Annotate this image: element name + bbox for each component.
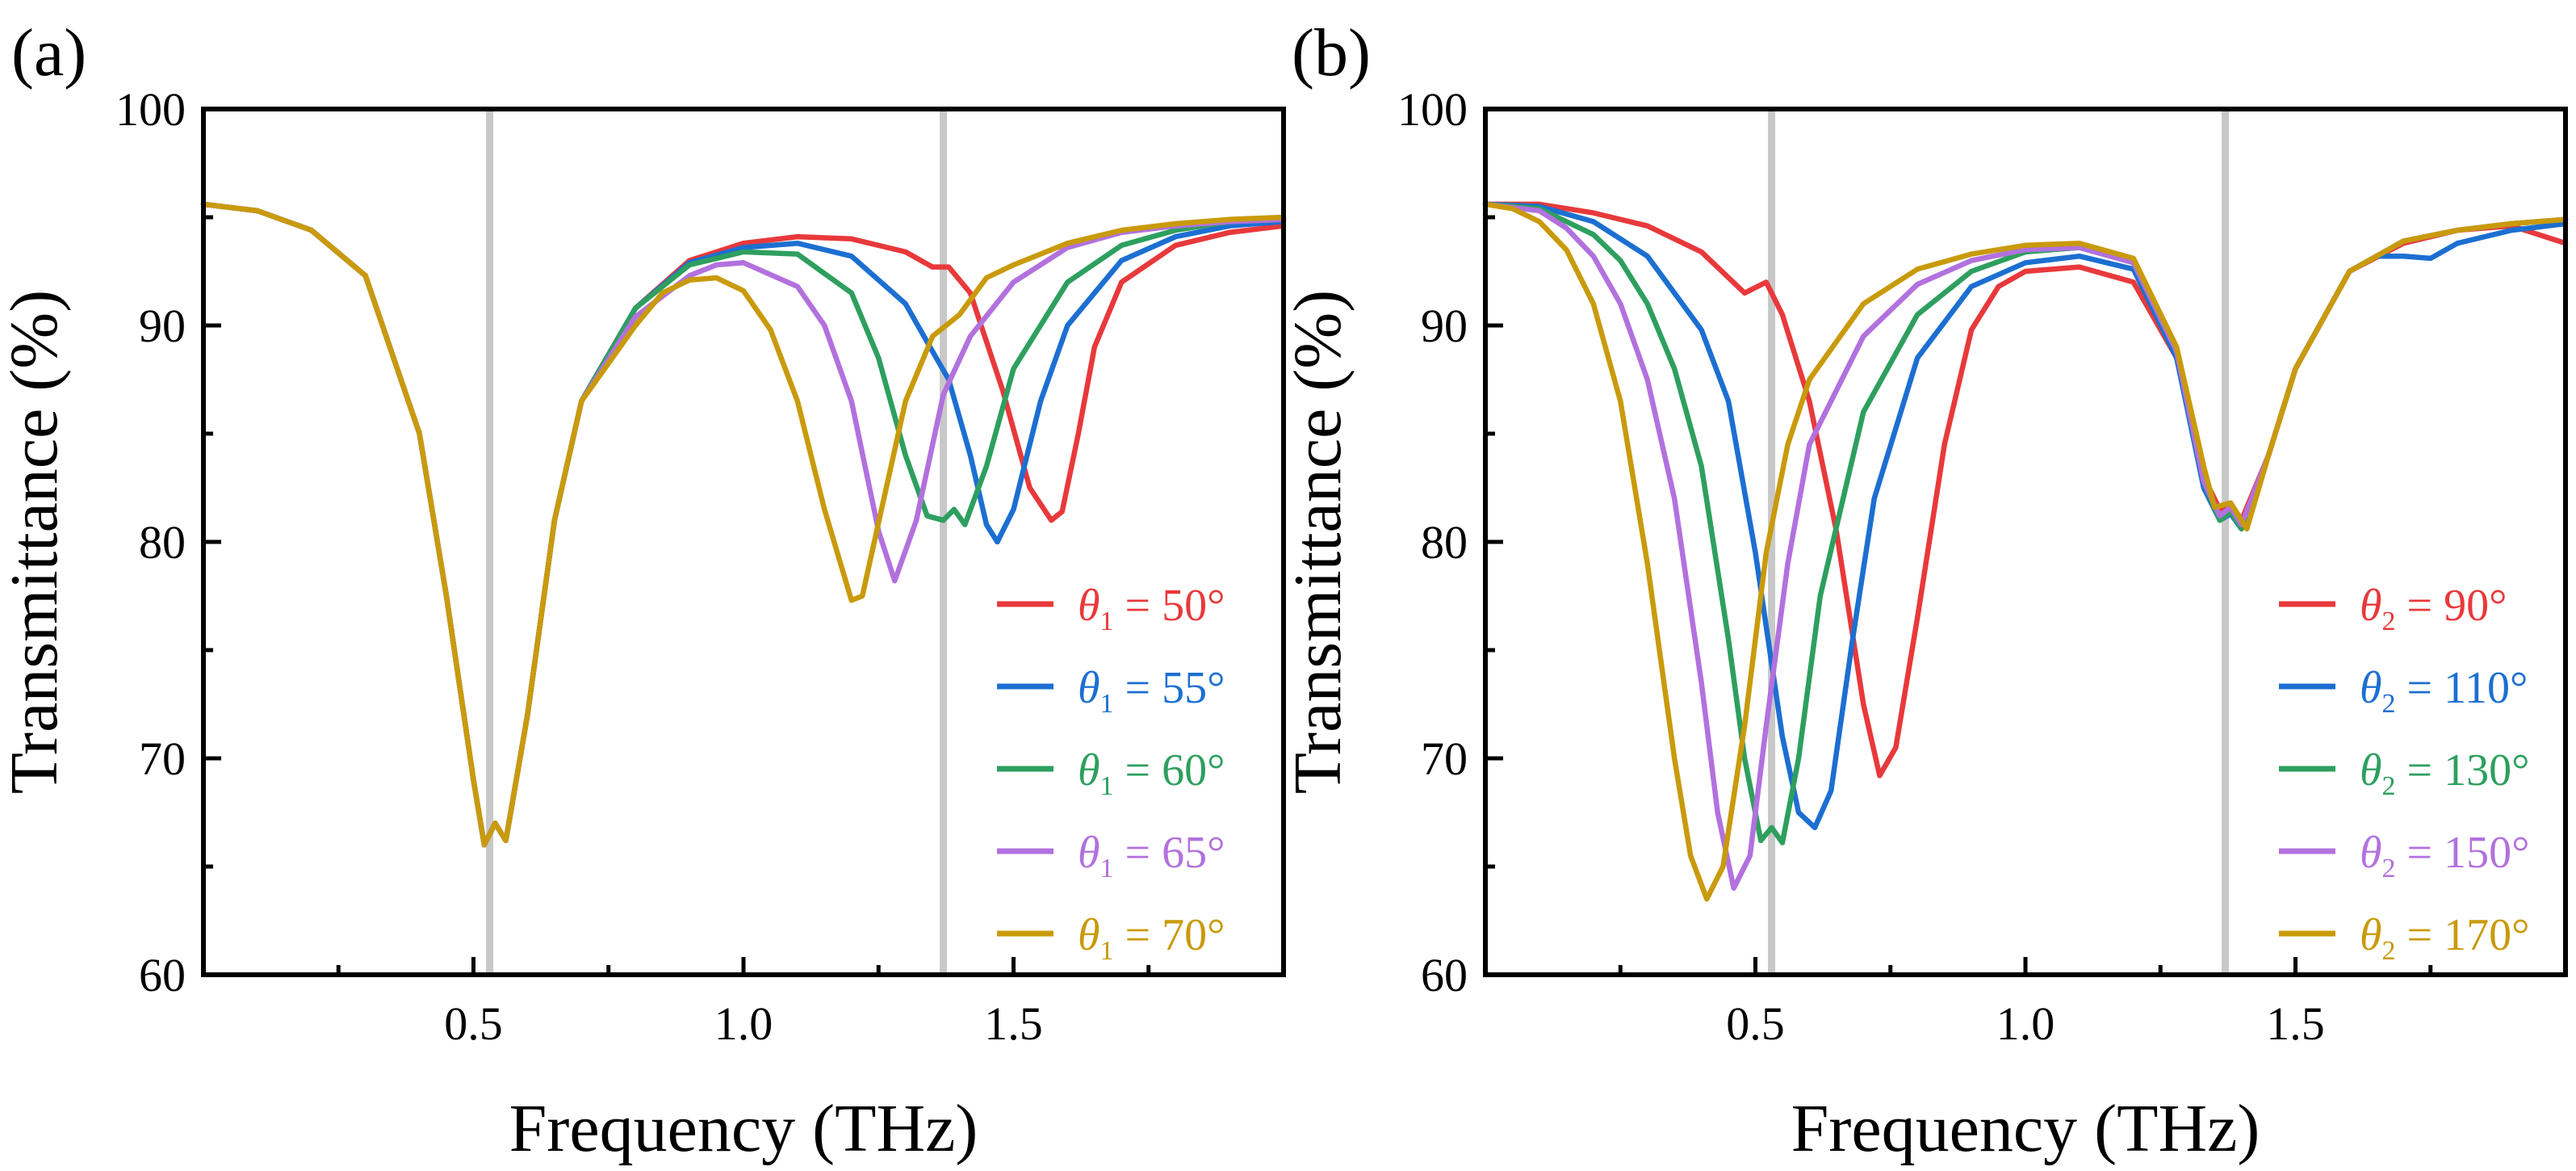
- x-tick-label: 0.5: [1726, 997, 1785, 1050]
- legend-value: = 90°: [2396, 581, 2507, 631]
- x-tick-label: 1.5: [2266, 997, 2325, 1050]
- legend-value: = 60°: [1114, 745, 1225, 795]
- legend-subscript: 2: [2382, 854, 2396, 883]
- y-tick-label: 70: [1421, 732, 1468, 785]
- legend: θ1 = 50°θ1 = 55°θ1 = 60°θ1 = 65°θ1 = 70°: [997, 581, 1225, 966]
- legend-entry: θ1 = 60°: [1078, 745, 1225, 801]
- x-axis-title: Frequency (THz): [509, 1091, 978, 1166]
- legend-subscript: 2: [2382, 771, 2396, 801]
- legend-subscript: 2: [2382, 936, 2396, 966]
- legend-entry: θ1 = 55°: [1078, 663, 1225, 719]
- y-tick-label: 90: [139, 300, 186, 352]
- legend-subscript: 1: [1100, 771, 1114, 801]
- y-axis-title: Transmittance (%): [0, 290, 72, 794]
- legend-value: = 130°: [2396, 745, 2530, 795]
- legend-subscript: 2: [2382, 689, 2396, 719]
- y-tick-label: 80: [1421, 516, 1468, 569]
- legend-entry: θ1 = 70°: [1078, 910, 1225, 966]
- legend-symbol: θ: [1078, 745, 1100, 795]
- panel-label: (a): [11, 15, 86, 90]
- y-tick-label: 80: [139, 516, 186, 569]
- y-tick-label: 60: [139, 949, 186, 1001]
- legend-subscript: 1: [1100, 854, 1114, 883]
- legend-value: = 110°: [2396, 663, 2528, 713]
- series-line: [200, 201, 1287, 848]
- panel-b: (b) 0.5 1.0 1.5 60 70 80 90 100 Frequency (THz) Tr…: [1280, 15, 2569, 1166]
- legend-subscript: 2: [2382, 606, 2396, 636]
- y-tick-label: 60: [1421, 949, 1468, 1001]
- legend-value: = 170°: [2396, 910, 2530, 960]
- legend-value: = 65°: [1114, 828, 1225, 878]
- x-axis-title: Frequency (THz): [1791, 1091, 2260, 1166]
- series-line: [1482, 201, 2569, 902]
- panel-a: (a) 0.5 1.0 1.5 60 70 80 90 100 Frequency (THz) Tr…: [0, 15, 1287, 1166]
- y-tick-label: 70: [139, 732, 186, 785]
- legend-entry: θ2 = 130°: [2360, 745, 2530, 801]
- legend-value: = 150°: [2396, 828, 2530, 878]
- legend-symbol: θ: [1078, 828, 1100, 878]
- y-tick-label: 100: [1397, 83, 1468, 136]
- y-tick-label: 100: [115, 83, 186, 136]
- series-line: [1482, 201, 2569, 831]
- legend-entry: θ1 = 50°: [1078, 581, 1225, 636]
- y-axis-title: Transmittance (%): [1280, 290, 1355, 794]
- legend-entry: θ2 = 90°: [2360, 581, 2507, 636]
- legend-symbol: θ: [2360, 745, 2382, 795]
- legend-symbol: θ: [2360, 581, 2382, 631]
- legend-entry: θ1 = 65°: [1078, 828, 1225, 883]
- legend-subscript: 1: [1100, 689, 1114, 719]
- legend-value: = 55°: [1114, 663, 1225, 713]
- legend-value: = 70°: [1114, 910, 1225, 960]
- legend-symbol: θ: [2360, 910, 2382, 960]
- legend-symbol: θ: [1078, 663, 1100, 713]
- legend-entry: θ2 = 110°: [2360, 663, 2528, 719]
- legend-subscript: 1: [1100, 606, 1114, 636]
- legend-value: = 50°: [1114, 581, 1225, 631]
- legend: θ2 = 90°θ2 = 110°θ2 = 130°θ2 = 150°θ2 = …: [2279, 581, 2530, 966]
- legend-symbol: θ: [2360, 663, 2382, 713]
- y-tick-label: 90: [1421, 300, 1468, 352]
- legend-subscript: 1: [1100, 936, 1114, 966]
- legend-entry: θ2 = 170°: [2360, 910, 2530, 966]
- panel-label: (b): [1292, 15, 1371, 90]
- x-tick-label: 1.0: [714, 997, 773, 1050]
- legend-symbol: θ: [1078, 581, 1100, 631]
- legend-entry: θ2 = 150°: [2360, 828, 2530, 883]
- x-tick-label: 1.5: [984, 997, 1043, 1050]
- legend-symbol: θ: [1078, 910, 1100, 960]
- legend-symbol: θ: [2360, 828, 2382, 878]
- x-tick-label: 1.0: [1996, 997, 2055, 1050]
- x-tick-label: 0.5: [444, 997, 503, 1050]
